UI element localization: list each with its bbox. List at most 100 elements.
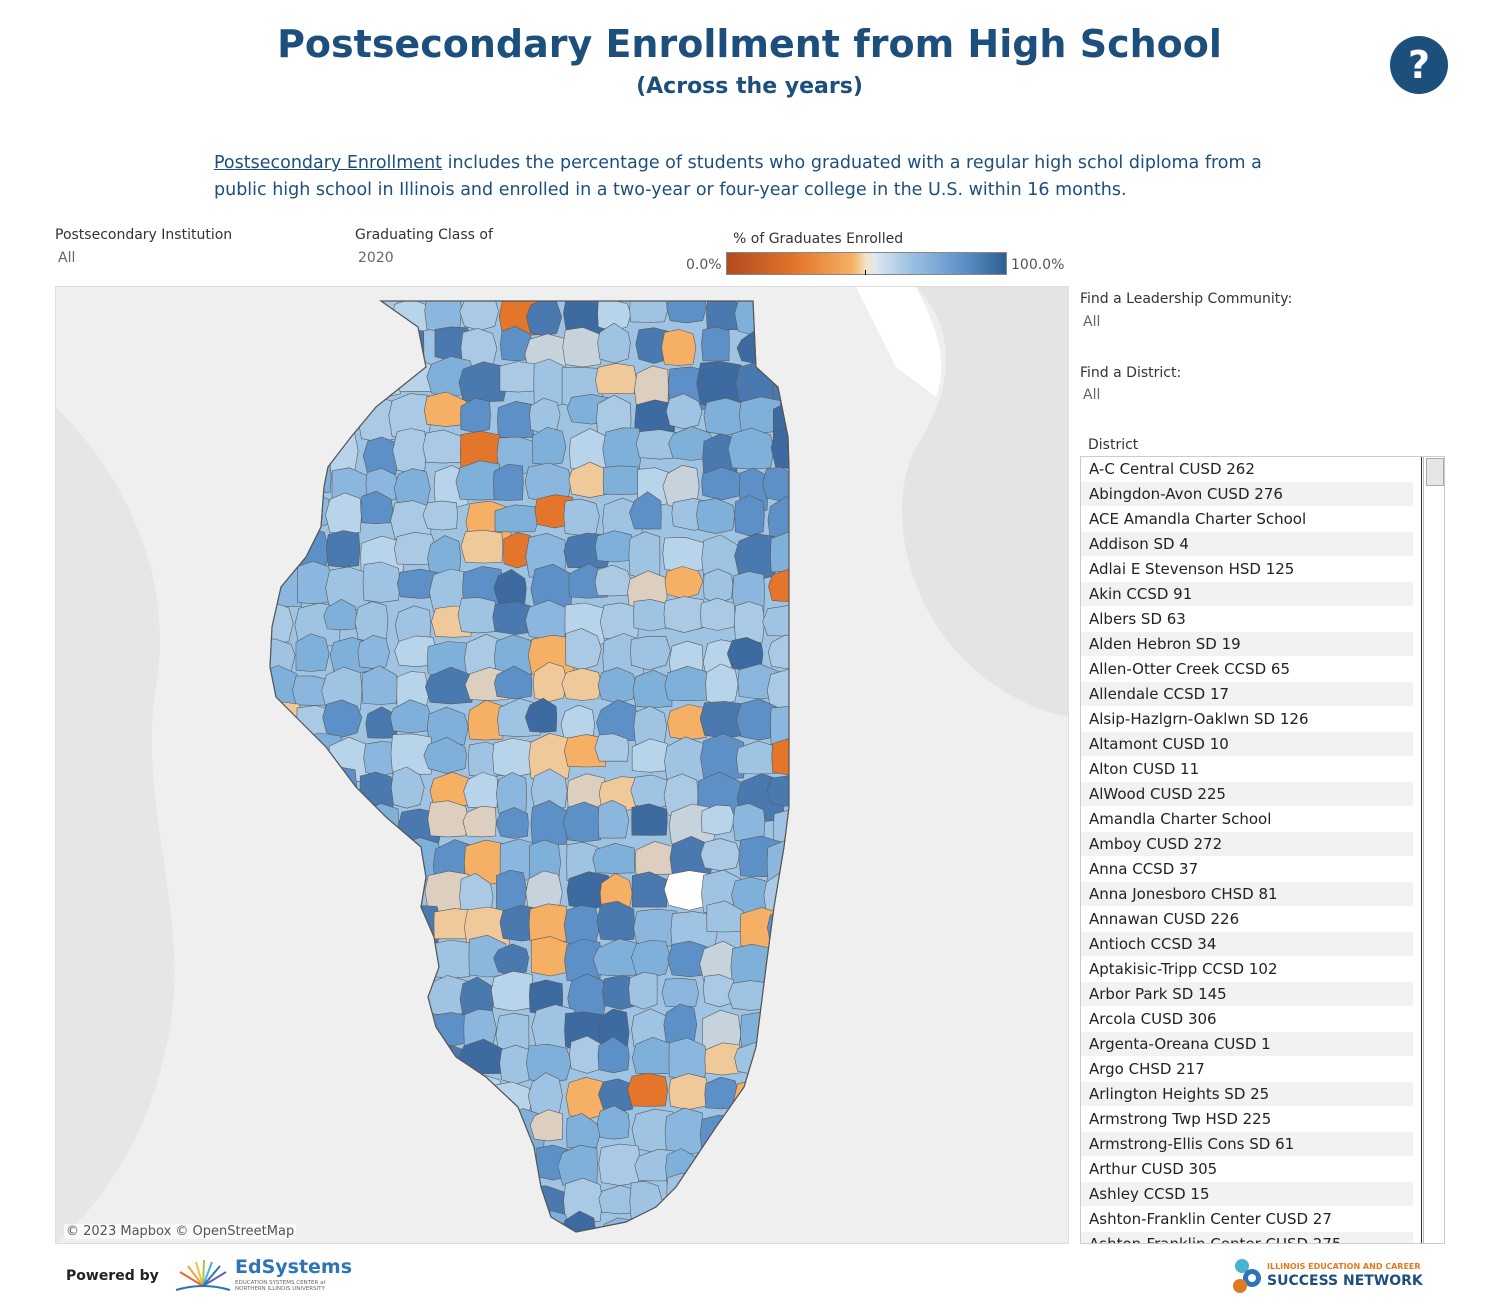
district-shape[interactable] bbox=[357, 634, 390, 669]
district-list-item[interactable]: Armstrong Twp HSD 225 bbox=[1081, 1107, 1413, 1132]
district-filter-value[interactable]: All bbox=[1083, 387, 1101, 403]
district-shape[interactable] bbox=[321, 666, 363, 713]
district-list-item[interactable]: Amandla Charter School bbox=[1081, 807, 1413, 832]
district-shape[interactable] bbox=[766, 775, 806, 807]
district-shape[interactable] bbox=[362, 436, 400, 479]
district-shape[interactable] bbox=[528, 903, 569, 943]
district-shape[interactable] bbox=[598, 1078, 634, 1113]
district-shape[interactable] bbox=[392, 428, 427, 474]
district-shape[interactable] bbox=[530, 800, 568, 846]
district-shape[interactable] bbox=[325, 530, 361, 568]
district-shape[interactable] bbox=[599, 602, 640, 640]
district-shape[interactable] bbox=[423, 736, 468, 774]
district-shape[interactable] bbox=[493, 943, 530, 977]
district-shape[interactable] bbox=[493, 569, 527, 608]
district-shape[interactable] bbox=[457, 597, 497, 634]
district-shape[interactable] bbox=[700, 733, 746, 780]
district-list-item[interactable]: Anna CCSD 37 bbox=[1081, 857, 1413, 882]
institution-filter-value[interactable]: All bbox=[58, 250, 76, 266]
district-shape[interactable] bbox=[666, 291, 707, 324]
district-shape[interactable] bbox=[770, 531, 810, 573]
district-list-item[interactable]: Aptakisic-Tripp CCSD 102 bbox=[1081, 957, 1413, 982]
district-shape[interactable] bbox=[664, 566, 704, 599]
district-shape[interactable] bbox=[323, 598, 357, 631]
district-shape[interactable] bbox=[566, 1112, 601, 1149]
district-list-item[interactable]: ACE Amandla Charter School bbox=[1081, 507, 1413, 532]
district-shape[interactable] bbox=[597, 667, 638, 704]
district-shape[interactable] bbox=[767, 496, 804, 545]
district-list-item[interactable]: Allen-Otter Creek CCSD 65 bbox=[1081, 657, 1413, 682]
district-shape[interactable] bbox=[768, 567, 816, 603]
list-scrollbar[interactable] bbox=[1421, 457, 1444, 1243]
district-shape[interactable] bbox=[492, 737, 535, 779]
district-shape[interactable] bbox=[602, 465, 643, 495]
district-shape[interactable] bbox=[700, 597, 736, 631]
district-shape[interactable] bbox=[770, 705, 810, 750]
district-list-item[interactable]: Albers SD 63 bbox=[1081, 607, 1413, 632]
district-shape[interactable] bbox=[668, 1037, 710, 1080]
district-shape[interactable] bbox=[594, 733, 630, 762]
district-list-item[interactable]: Altamont CUSD 10 bbox=[1081, 732, 1413, 757]
district-shape[interactable] bbox=[362, 561, 401, 603]
district-shape[interactable] bbox=[661, 977, 699, 1008]
district-shape[interactable] bbox=[499, 361, 539, 393]
district-shape[interactable] bbox=[561, 667, 602, 701]
district-shape[interactable] bbox=[422, 500, 458, 531]
district-list-item[interactable]: AlWood CUSD 225 bbox=[1081, 782, 1413, 807]
help-button[interactable]: ? bbox=[1390, 36, 1448, 94]
district-shape[interactable] bbox=[592, 842, 635, 874]
district-shape[interactable] bbox=[700, 838, 741, 871]
district-shape[interactable] bbox=[462, 805, 497, 838]
district-shape[interactable] bbox=[390, 766, 425, 809]
district-list-item[interactable]: Arbor Park SD 145 bbox=[1081, 982, 1413, 1007]
district-shape[interactable] bbox=[467, 699, 507, 741]
district-shape[interactable] bbox=[668, 1073, 710, 1110]
district-shape[interactable] bbox=[597, 1036, 630, 1074]
district-shape[interactable] bbox=[597, 322, 631, 364]
district-shape[interactable] bbox=[529, 1109, 563, 1142]
district-shape[interactable] bbox=[703, 568, 734, 604]
district-list-item[interactable]: Annawan CUSD 226 bbox=[1081, 907, 1413, 932]
district-shape[interactable] bbox=[770, 427, 816, 470]
district-shape[interactable] bbox=[667, 704, 708, 741]
district-shape[interactable] bbox=[563, 498, 600, 536]
district-list-item[interactable]: Allendale CCSD 17 bbox=[1081, 682, 1413, 707]
district-shape[interactable] bbox=[354, 601, 389, 642]
district-shape[interactable] bbox=[727, 427, 775, 470]
district-shape[interactable] bbox=[494, 504, 540, 533]
district-shape[interactable] bbox=[525, 1043, 572, 1084]
district-shape[interactable] bbox=[361, 665, 401, 705]
district-shape[interactable] bbox=[664, 1107, 703, 1155]
district-shape[interactable] bbox=[322, 699, 363, 738]
district-shape[interactable] bbox=[427, 706, 469, 746]
district-shape[interactable] bbox=[767, 634, 800, 669]
district-shape[interactable] bbox=[563, 1177, 603, 1223]
district-shape[interactable] bbox=[561, 1210, 596, 1243]
district-shape[interactable] bbox=[629, 294, 669, 323]
district-shape[interactable] bbox=[631, 871, 668, 908]
district-shape[interactable] bbox=[630, 635, 671, 671]
district-list-item[interactable]: Adlai E Stevenson HSD 125 bbox=[1081, 557, 1413, 582]
district-shape[interactable] bbox=[597, 799, 630, 839]
district-shape[interactable] bbox=[389, 699, 432, 734]
district-shape[interactable] bbox=[495, 807, 529, 839]
illinois-district-map[interactable]: © 2023 Mapbox © OpenStreetMap bbox=[55, 286, 1069, 1244]
district-shape[interactable] bbox=[665, 393, 703, 430]
district-shape[interactable] bbox=[422, 429, 464, 464]
district-list-item[interactable]: Armstrong-Ellis Cons SD 61 bbox=[1081, 1132, 1413, 1157]
district-list-item[interactable]: Antioch CCSD 34 bbox=[1081, 932, 1413, 957]
district-shape[interactable] bbox=[528, 733, 572, 783]
district-shape[interactable] bbox=[594, 564, 633, 597]
district-list-item[interactable]: Abingdon-Avon CUSD 276 bbox=[1081, 482, 1413, 507]
district-list-item[interactable]: Argenta-Oreana CUSD 1 bbox=[1081, 1032, 1413, 1057]
district-shape[interactable] bbox=[565, 628, 602, 671]
district-list-item[interactable]: Ashley CCSD 15 bbox=[1081, 1182, 1413, 1207]
district-shape[interactable] bbox=[295, 633, 330, 672]
district-shape[interactable] bbox=[762, 605, 810, 637]
district-shape[interactable] bbox=[733, 601, 765, 644]
district-shape[interactable] bbox=[702, 974, 734, 1008]
district-list-item[interactable]: A-C Central CUSD 262 bbox=[1081, 457, 1413, 482]
district-shape[interactable] bbox=[596, 900, 635, 941]
district-shape[interactable] bbox=[562, 327, 605, 368]
district-shape[interactable] bbox=[771, 736, 817, 777]
